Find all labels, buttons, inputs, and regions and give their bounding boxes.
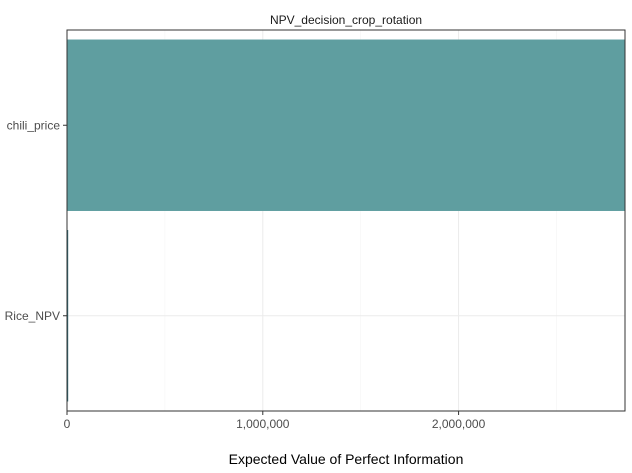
bar-rice-npv <box>67 230 69 402</box>
chart-title: NPV_decision_crop_rotation <box>270 13 422 27</box>
x-tick-label: 2,000,000 <box>432 417 486 431</box>
x-tick-label: 0 <box>64 417 71 431</box>
y-tick-label: chili_price <box>7 118 61 132</box>
bar-chili-price <box>67 39 625 211</box>
axis-ticks: 0 1,000,000 2,000,000 chili_price Rice_NPV <box>5 118 486 431</box>
bars-group <box>67 39 625 402</box>
x-axis-title: Expected Value of Perfect Information <box>229 451 464 467</box>
y-tick-label: Rice_NPV <box>5 309 60 323</box>
x-tick-label: 1,000,000 <box>236 417 290 431</box>
panel-border <box>66 29 626 412</box>
